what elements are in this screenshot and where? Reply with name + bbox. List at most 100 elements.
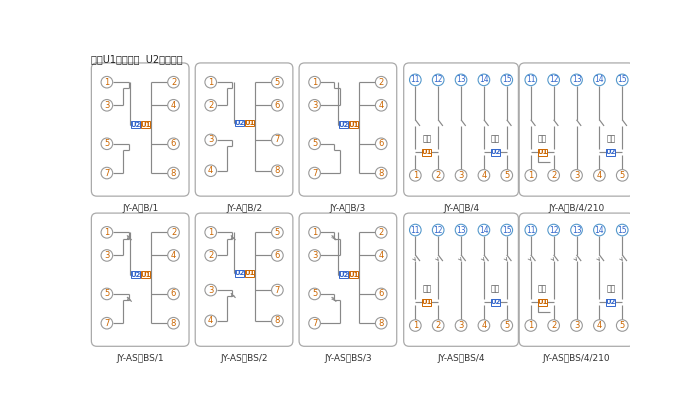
Circle shape [525, 224, 537, 236]
Text: 6: 6 [171, 290, 176, 299]
Circle shape [455, 74, 467, 85]
Text: 8: 8 [274, 166, 280, 175]
Text: JY-A、B/1: JY-A、B/1 [122, 204, 158, 213]
Text: 2: 2 [435, 321, 441, 330]
Bar [339, 121, 348, 128]
Circle shape [501, 320, 512, 331]
Text: 1: 1 [413, 321, 418, 330]
Text: 15: 15 [502, 75, 512, 84]
Circle shape [617, 224, 628, 236]
Circle shape [594, 224, 606, 236]
Text: 1: 1 [312, 228, 317, 237]
FancyBboxPatch shape [519, 63, 634, 196]
Circle shape [501, 74, 512, 85]
Circle shape [309, 76, 321, 88]
Circle shape [525, 170, 537, 181]
Text: 4: 4 [597, 171, 602, 180]
Text: U2: U2 [490, 149, 500, 155]
Text: 11: 11 [411, 75, 420, 84]
Text: 15: 15 [617, 225, 627, 234]
Circle shape [375, 288, 387, 300]
Text: 2: 2 [379, 228, 384, 237]
Bar [422, 149, 431, 156]
FancyBboxPatch shape [92, 213, 189, 346]
Text: 12: 12 [433, 75, 443, 84]
Text: 3: 3 [104, 251, 110, 260]
Text: 2: 2 [208, 251, 213, 260]
Text: 3: 3 [574, 321, 579, 330]
Circle shape [375, 167, 387, 179]
Text: 13: 13 [456, 225, 466, 234]
Text: 3: 3 [458, 171, 463, 180]
Text: 6: 6 [171, 139, 176, 148]
Circle shape [433, 170, 444, 181]
Circle shape [309, 167, 321, 179]
FancyBboxPatch shape [519, 213, 634, 346]
Bar [349, 121, 358, 128]
Circle shape [101, 227, 113, 238]
Text: 3: 3 [208, 135, 213, 144]
Text: 2: 2 [208, 101, 213, 110]
Circle shape [101, 317, 113, 329]
Circle shape [375, 317, 387, 329]
Bar [141, 121, 150, 128]
Text: U2: U2 [606, 149, 616, 155]
Circle shape [570, 320, 582, 331]
Circle shape [205, 249, 216, 261]
FancyBboxPatch shape [92, 63, 189, 196]
Circle shape [594, 170, 606, 181]
Bar [234, 270, 244, 276]
Text: 7: 7 [312, 169, 317, 178]
Circle shape [375, 99, 387, 111]
Text: 1: 1 [104, 78, 109, 87]
Circle shape [375, 76, 387, 88]
Text: 3: 3 [312, 251, 317, 260]
Text: 启动: 启动 [491, 135, 500, 144]
Text: U1: U1 [244, 270, 255, 276]
FancyBboxPatch shape [299, 213, 397, 346]
Text: U2: U2 [234, 270, 244, 276]
Text: JY-AS、BS/4/210: JY-AS、BS/4/210 [542, 354, 610, 363]
Text: 2: 2 [435, 171, 441, 180]
Text: 5: 5 [312, 290, 317, 299]
Text: 5: 5 [104, 139, 109, 148]
Text: 电源: 电源 [422, 135, 431, 144]
Text: JY-AS、BS/3: JY-AS、BS/3 [324, 354, 372, 363]
Circle shape [205, 315, 216, 327]
Text: 1: 1 [413, 171, 418, 180]
Text: 4: 4 [597, 321, 602, 330]
Text: 15: 15 [617, 75, 627, 84]
Circle shape [272, 99, 284, 111]
Bar [491, 299, 500, 306]
Circle shape [168, 249, 179, 261]
Text: 14: 14 [479, 225, 489, 234]
Text: U2: U2 [130, 121, 141, 128]
Bar [141, 271, 150, 278]
Text: JY-AS、BS/2: JY-AS、BS/2 [220, 354, 268, 363]
Text: 5: 5 [274, 228, 280, 237]
Circle shape [272, 134, 284, 146]
Text: 14: 14 [479, 75, 489, 84]
Text: 2: 2 [171, 78, 176, 87]
Circle shape [168, 138, 179, 150]
Circle shape [478, 74, 490, 85]
Circle shape [455, 320, 467, 331]
Text: 2: 2 [379, 78, 384, 87]
Circle shape [410, 74, 421, 85]
Circle shape [410, 224, 421, 236]
Circle shape [501, 224, 512, 236]
Text: 13: 13 [572, 225, 581, 234]
Bar [131, 271, 140, 278]
Text: U1: U1 [537, 299, 547, 306]
Circle shape [101, 288, 113, 300]
Circle shape [168, 76, 179, 88]
Circle shape [205, 134, 216, 146]
Text: 7: 7 [104, 319, 110, 328]
Circle shape [525, 74, 537, 85]
Circle shape [101, 167, 113, 179]
Text: JY-AS、BS/1: JY-AS、BS/1 [116, 354, 164, 363]
Text: 4: 4 [171, 251, 176, 260]
Text: 11: 11 [411, 225, 420, 234]
Text: JY-A、B/4/210: JY-A、B/4/210 [548, 204, 605, 213]
Text: 12: 12 [549, 225, 559, 234]
